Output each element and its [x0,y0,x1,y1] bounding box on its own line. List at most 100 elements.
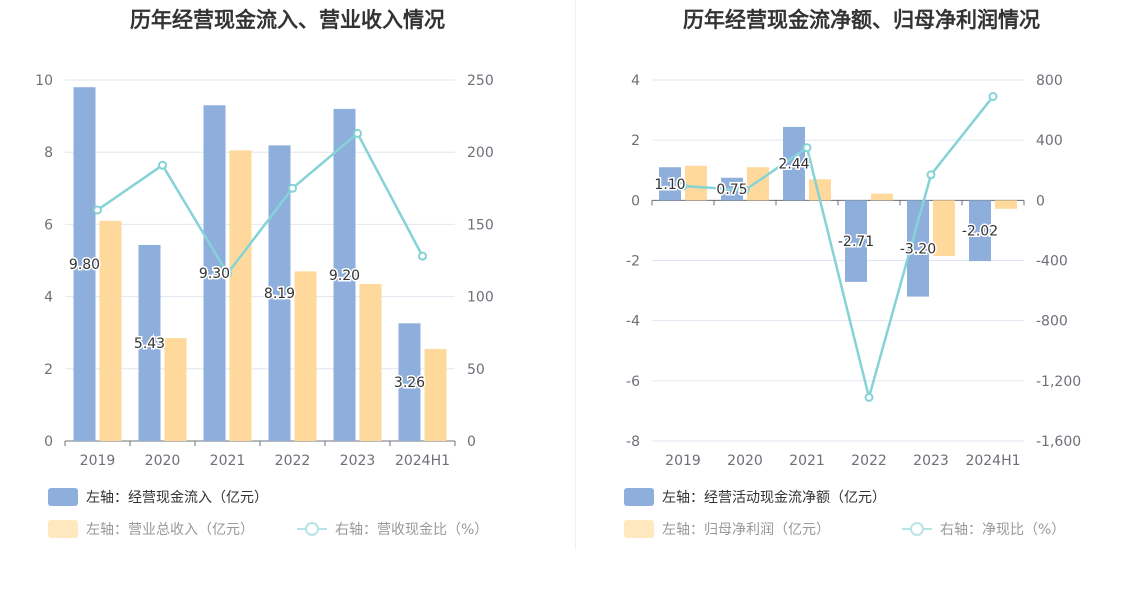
bar-primary [907,200,929,297]
bar-data-label: 1.10 [654,177,685,193]
y-left-tick-label: -6 [626,374,640,390]
ratio-line [96,131,424,276]
y-right-tick-label: -1,200 [1036,374,1081,390]
bar-secondary [164,338,187,441]
y-left-tick-label: 6 [44,217,53,233]
y-left-tick-label: 10 [35,73,53,89]
ratio-point [158,160,167,170]
x-tick-label: 2019 [80,453,116,469]
bar-primary [73,87,96,441]
legend-label: 左轴：经营活动现金流净额（亿元） [662,490,886,506]
bar-primary [268,145,291,441]
chart-title: 历年经营现金流净额、归母净利润情况 [683,8,1040,32]
x-tick-label: 2021 [789,453,825,469]
x-tick-label: 2023 [913,453,949,469]
bar-data-label: -2.02 [962,224,998,240]
bar-primary [783,126,805,201]
bar-data-label: 3.26 [394,375,425,391]
bar-data-label: 9.20 [329,268,360,284]
x-tick-label: 2022 [851,453,887,469]
bar-data-label: 0.75 [716,182,747,198]
bar-secondary [424,348,447,441]
legend-swatch [624,488,654,506]
x-tick-label: 2022 [275,453,311,469]
bar-secondary [933,200,955,256]
y-right-tick-label: 0 [1036,193,1045,209]
legend-label: 右轴：营收现金比（%） [335,522,488,538]
ratio-point [93,205,102,215]
bar-data-label: 9.30 [199,266,230,282]
y-left-tick-label: 2 [631,133,640,149]
ratio-point [223,268,232,278]
legend-swatch [624,520,654,538]
bar-primary [398,323,421,441]
bar-secondary [995,200,1017,209]
y-left-tick-label: 0 [44,434,53,450]
x-tick-label: 2021 [210,453,246,469]
y-right-tick-label: 200 [467,145,494,161]
bar-data-label: 8.19 [264,286,295,302]
y-left-tick-label: 4 [44,290,53,306]
y-right-tick-label: 400 [1036,133,1063,149]
y-left-tick-label: -4 [626,314,640,330]
x-tick-label: 2020 [727,453,763,469]
y-right-tick-label: 50 [467,362,485,378]
ratio-point [802,143,812,153]
bar-primary [333,108,356,441]
bar-secondary [229,150,252,441]
ratio-point [926,170,936,180]
legend-label: 左轴：归母净利润（亿元） [662,521,830,538]
legend-line-marker [305,522,319,536]
legend-label: 左轴：经营现金流入（亿元） [86,490,268,506]
x-tick-label: 2020 [145,453,181,469]
bar-primary [203,105,226,442]
y-left-tick-label: 0 [631,193,640,209]
y-right-tick-label: 0 [467,434,476,450]
ratio-point [740,185,750,195]
y-right-tick-label: 150 [467,217,494,233]
bar-data-label: 2.44 [778,157,809,173]
bar-secondary [359,283,382,441]
bar-primary [138,244,161,441]
chart-right-svg: -8 -1,600 -6 -1,200 -4 -800 -2 -400 0 0 2 400 4 800 20… [624,73,1081,538]
y-right-tick-label: 100 [467,290,494,306]
bar-secondary [809,179,831,201]
y-right-tick-label: 250 [467,73,494,89]
bar-secondary [294,271,317,441]
legend-line-marker [910,522,924,536]
panel-divider [575,0,576,550]
y-right-tick-label: -800 [1036,314,1068,330]
ratio-point [418,251,427,261]
legend-swatch [48,488,78,506]
x-tick-label: 2023 [340,453,376,469]
legend-label: 右轴：净现比（%） [940,522,1065,538]
y-left-tick-label: 4 [631,73,640,89]
x-tick-label: 2024H1 [395,453,450,469]
ratio-point [353,128,362,138]
y-right-tick-label: -1,600 [1036,434,1081,450]
bar-primary [845,200,867,282]
y-right-tick-label: -400 [1036,254,1068,270]
ratio-point [678,181,688,191]
ratio-point [288,183,297,193]
bar-data-label: -2.71 [838,234,874,250]
ratio-point [864,392,874,402]
y-left-tick-label: 8 [44,145,53,161]
ratio-point [988,92,998,102]
chart-panel-left: 历年经营现金流入、营业收入情况 0 0 2 50 4 100 6 150 8 200 10 250 20… [35,8,494,538]
x-tick-label: 2019 [665,453,701,469]
bar-primary [659,167,681,201]
bar-secondary [99,220,122,441]
bar-data-label: -3.20 [900,241,936,257]
ratio-line [682,95,994,403]
bar-primary [969,200,991,262]
bar-secondary [685,165,707,201]
chart-panel-right: 历年经营现金流净额、归母净利润情况 -8 -1,600 -6 -1,200 -4 -800… [576,0,1147,589]
bar-data-label: 9.80 [69,257,100,273]
bar-secondary [747,167,769,201]
bar-secondary [871,193,893,201]
y-left-tick-label: -2 [626,254,640,270]
legend-label: 左轴：营业总收入（亿元） [86,522,254,538]
x-tick-label: 2024H1 [965,453,1020,469]
